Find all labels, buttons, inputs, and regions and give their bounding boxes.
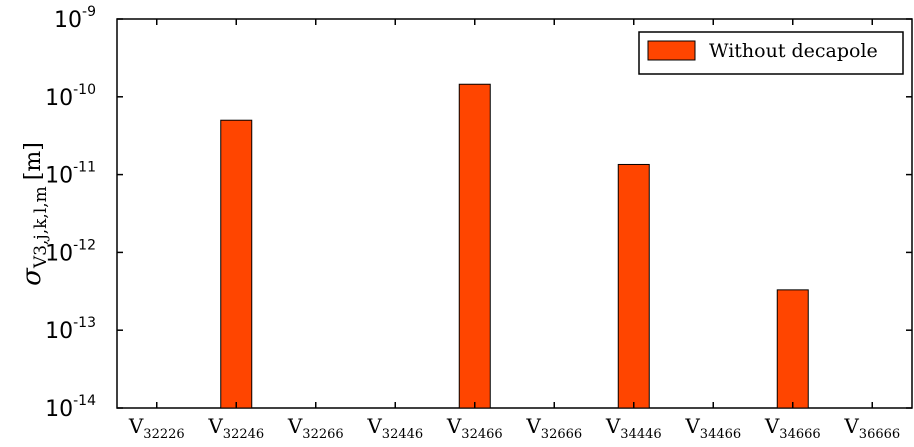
y-axis-ticks: 10-9 10-10 10-11 10-12 10-13 10-14 [45,4,912,422]
y-tick-label: 10-11 [45,160,96,189]
x-tick-label: V32246 [207,414,264,442]
y-tick-label: 10-10 [45,82,96,111]
x-tick-label: V32226 [128,414,185,442]
x-tick-label: V34666 [764,414,821,442]
bar-V32466 [458,83,491,409]
plot-frame [116,18,913,409]
x-tick-label: V34466 [684,414,741,442]
y-axis-label-unit: [m] [21,142,46,180]
x-tick-label: V32666 [525,414,582,442]
x-tick-label: V32266 [287,414,344,442]
axes-frame [116,18,913,409]
y-tick-label: 10-9 [54,4,96,33]
y-axis-label: σV3,j,k,l,m [m] [17,142,51,286]
legend: Without decapole [638,31,904,75]
y-axis-label-subscript: V3,j,k,l,m [31,186,51,269]
x-tick-label: V32466 [446,414,503,442]
legend-label: Without decapole [709,40,878,62]
x-tick-label: V34446 [605,414,662,442]
x-tick-label: V36666 [843,414,900,442]
bar-V34446 [617,163,650,409]
legend-swatch [647,40,696,61]
y-tick-label: 10-13 [45,315,96,344]
bar-V34666 [776,289,809,409]
y-tick-label: 10-14 [45,393,96,422]
x-tick-label: V32446 [366,414,423,442]
bar-V32246 [220,119,253,409]
x-axis-ticks: V32226 V32246 V32266 V32446 V32466 V32666 V344… [128,19,900,442]
bars [220,83,809,409]
y-tick-label: 10-12 [45,237,96,266]
y-axis-label-symbol: σ [17,267,47,286]
